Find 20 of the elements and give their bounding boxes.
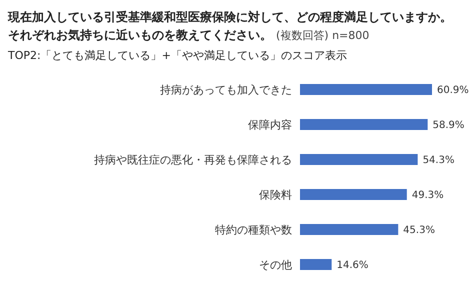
- data-label: 60.9%: [437, 85, 469, 96]
- data-label: 49.3%: [412, 190, 444, 202]
- bar: [300, 84, 432, 95]
- bar: [300, 224, 398, 235]
- text: (複数回答) n=800: [276, 29, 370, 42]
- data-label: 54.3%: [422, 155, 454, 166]
- data-label: 45.3%: [403, 225, 435, 236]
- bar: [300, 259, 332, 270]
- y-tick-label: その他: [259, 258, 292, 272]
- bar: [300, 154, 418, 165]
- y-tick-label: 持病や既往症の悪化・再発も保障される: [94, 153, 292, 166]
- text: TOP2:「とても満足している」+「やや満足している」のスコア表示: [8, 48, 348, 64]
- data-label: 58.9%: [432, 120, 464, 132]
- y-tick-label: 持病があっても加入できた: [160, 83, 292, 96]
- y-tick-label: 保険料: [259, 188, 292, 202]
- bar: [300, 189, 407, 200]
- y-tick-label: 特約の種類や数: [215, 223, 292, 236]
- data-label: 14.6%: [336, 260, 368, 272]
- y-tick-label: 保障内容: [248, 118, 292, 132]
- bar: [300, 119, 428, 130]
